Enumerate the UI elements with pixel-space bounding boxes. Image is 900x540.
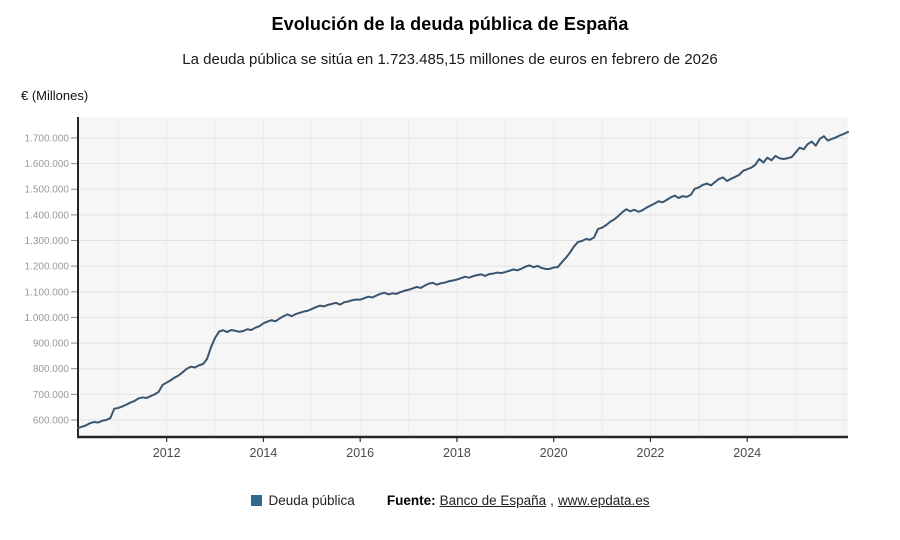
y-tick-label: 1.700.000 [25, 133, 70, 144]
legend-item-deuda-publica[interactable]: Deuda pública [250, 493, 355, 508]
y-tick-label: 1.000.000 [25, 313, 70, 324]
y-axis-unit-label: € (Millones) [21, 88, 89, 103]
debt-chart-svg[interactable]: 600.000 700.000 800.000 900.000 1.000.000 1.1… [0, 0, 900, 480]
source-separator: , [550, 493, 554, 508]
series-line-deuda-publica[interactable] [77, 130, 849, 429]
y-tick-label: 700.000 [33, 390, 70, 401]
y-tick-label: 1.600.000 [25, 159, 70, 170]
y-tick-label: 800.000 [33, 364, 70, 375]
chart-footer: Deuda pública Fuente: Banco de España , … [0, 493, 900, 508]
chart-subtitle: La deuda pública se sitúa en 1.723.485,1… [182, 51, 718, 68]
legend-swatch [250, 495, 262, 506]
x-tick-label: 2024 [733, 446, 761, 460]
y-tick-label: 600.000 [33, 416, 70, 427]
source-line: Fuente: Banco de España , www.epdata.es [387, 493, 650, 508]
source-label: Fuente: [386, 493, 436, 508]
source-link-banco-de-espana[interactable]: Banco de España [439, 493, 547, 508]
y-tick-label: 1.200.000 [25, 262, 70, 273]
x-tick-label: 2022 [637, 446, 665, 460]
chart-title: Evolución de la deuda pública de España [271, 14, 629, 34]
y-tick-label: 1.300.000 [25, 236, 70, 247]
y-tick-label: 1.100.000 [25, 287, 70, 298]
x-tick-label: 2012 [153, 446, 181, 460]
x-tick-label: 2014 [250, 446, 278, 460]
x-tick-label: 2018 [443, 446, 471, 460]
y-tick-label: 900.000 [33, 339, 70, 350]
legend-label: Deuda pública [268, 493, 355, 508]
y-tick-label: 1.500.000 [25, 185, 70, 196]
x-tick-label: 2016 [346, 446, 374, 460]
x-tick-label: 2020 [540, 446, 568, 460]
y-tick-label: 1.400.000 [25, 210, 70, 221]
source-link-epdata[interactable]: www.epdata.es [557, 493, 650, 508]
